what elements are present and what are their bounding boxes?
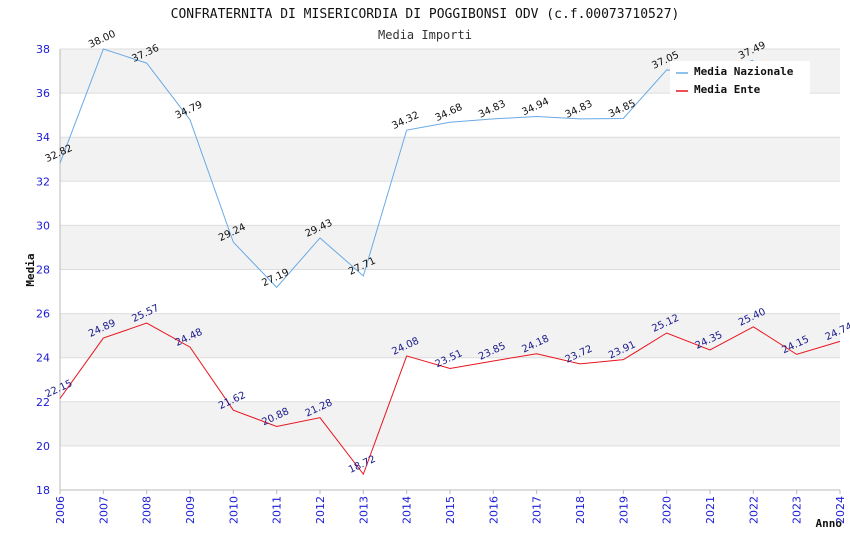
legend-label-media-nazionale: Media Nazionale bbox=[694, 65, 794, 78]
plot-band bbox=[60, 357, 840, 402]
x-tick-label: 2006 bbox=[54, 496, 67, 524]
x-tick-label: 2016 bbox=[487, 496, 500, 524]
legend: Media Nazionale Media Ente bbox=[670, 61, 810, 97]
plot-band bbox=[60, 93, 840, 138]
y-tick-label: 26 bbox=[36, 308, 50, 321]
legend-label-media-ente: Media Ente bbox=[694, 83, 761, 96]
x-tick-label: 2020 bbox=[661, 496, 674, 524]
y-tick-label: 38 bbox=[36, 43, 50, 56]
y-tick-label: 36 bbox=[36, 87, 50, 100]
x-tick-label: 2008 bbox=[141, 496, 154, 524]
series-lines bbox=[59, 48, 841, 476]
y-tick-label: 22 bbox=[36, 396, 50, 409]
x-tick-label: 2017 bbox=[531, 496, 544, 524]
y-tick-label: 24 bbox=[36, 352, 50, 365]
plot-bands bbox=[60, 49, 840, 490]
y-tick-label: 30 bbox=[36, 219, 50, 232]
y-tick-label: 28 bbox=[36, 264, 50, 277]
legend-box bbox=[670, 61, 810, 97]
y-tick-label: 18 bbox=[36, 484, 50, 497]
x-axis-label: Anno bbox=[816, 517, 843, 530]
x-tick-label: 2024 bbox=[834, 496, 847, 524]
x-tick-label: 2013 bbox=[357, 496, 370, 524]
x-tick-label: 2007 bbox=[97, 496, 110, 524]
plot-band bbox=[60, 225, 840, 270]
plot-band bbox=[60, 401, 840, 446]
y-tick-label: 34 bbox=[36, 131, 50, 144]
x-tick-label: 2019 bbox=[617, 496, 630, 524]
y-tick-label: 32 bbox=[36, 175, 50, 188]
x-tick-label: 2010 bbox=[227, 496, 240, 524]
plot-band bbox=[60, 269, 840, 314]
x-tick-label: 2014 bbox=[401, 496, 414, 524]
y-tick-labels: 18 20 22 24 26 28 30 32 34 36 38 bbox=[36, 43, 50, 497]
series-line-media-ente bbox=[59, 322, 841, 476]
y-tick-label: 20 bbox=[36, 440, 50, 453]
plot-band bbox=[60, 445, 840, 490]
x-tick-label: 2023 bbox=[791, 496, 804, 524]
plot-band bbox=[60, 181, 840, 226]
x-tick-label: 2022 bbox=[747, 496, 760, 524]
plot-band bbox=[60, 137, 840, 182]
x-tick-label: 2009 bbox=[184, 496, 197, 524]
y-axis-label: Media bbox=[24, 253, 37, 286]
chart-subtitle: Media Importi bbox=[378, 28, 472, 42]
series-line-media-nazionale bbox=[59, 48, 754, 289]
x-tick-label: 2011 bbox=[271, 496, 284, 524]
x-tick-labels: 2006 2007 2008 2009 2010 2011 2012 2013 2014 2015… bbox=[54, 490, 847, 524]
x-tick-label: 2021 bbox=[704, 496, 717, 524]
plot-band bbox=[60, 313, 840, 358]
x-tick-label: 2015 bbox=[444, 496, 457, 524]
chart-title: CONFRATERNITA DI MISERICORDIA DI POGGIBO… bbox=[171, 7, 680, 22]
x-tick-label: 2012 bbox=[314, 496, 327, 524]
x-tick-label: 2018 bbox=[574, 496, 587, 524]
